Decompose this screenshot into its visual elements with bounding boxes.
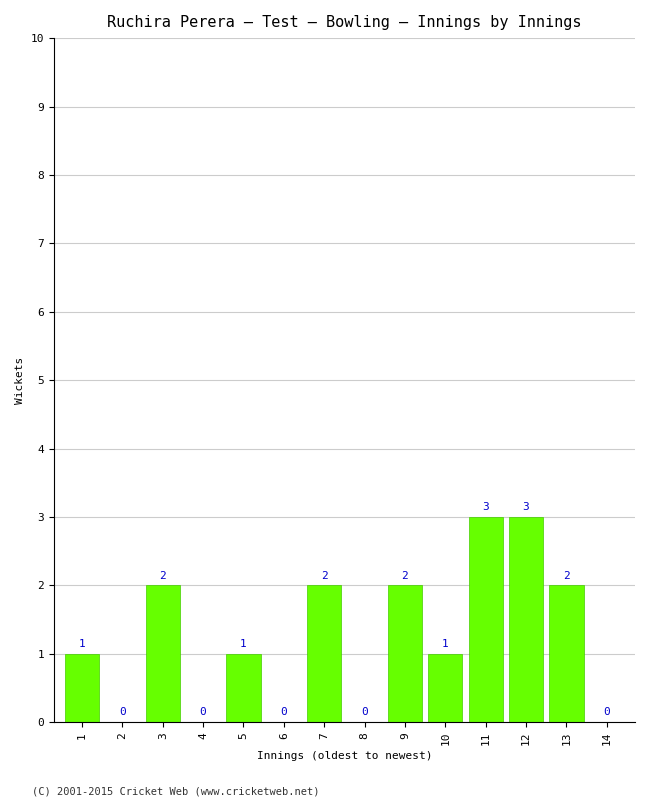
Text: (C) 2001-2015 Cricket Web (www.cricketweb.net): (C) 2001-2015 Cricket Web (www.cricketwe… [32,786,320,796]
Text: 0: 0 [119,707,125,718]
Text: 1: 1 [79,639,85,649]
Text: 3: 3 [482,502,489,512]
Bar [509,517,543,722]
Text: 0: 0 [200,707,207,718]
Text: 2: 2 [159,570,166,581]
Text: 2: 2 [563,570,570,581]
Bar [549,586,584,722]
Bar [307,586,341,722]
Text: 2: 2 [402,570,408,581]
X-axis label: Innings (oldest to newest): Innings (oldest to newest) [257,751,432,761]
Bar [428,654,462,722]
Y-axis label: Wickets: Wickets [15,357,25,404]
Text: 0: 0 [603,707,610,718]
Text: 0: 0 [280,707,287,718]
Bar [65,654,99,722]
Text: 2: 2 [321,570,328,581]
Text: 3: 3 [523,502,529,512]
Bar [469,517,503,722]
Text: 1: 1 [240,639,247,649]
Bar [388,586,422,722]
Bar [146,586,180,722]
Title: Ruchira Perera – Test – Bowling – Innings by Innings: Ruchira Perera – Test – Bowling – Inning… [107,15,582,30]
Bar [226,654,261,722]
Text: 1: 1 [442,639,448,649]
Text: 0: 0 [361,707,368,718]
